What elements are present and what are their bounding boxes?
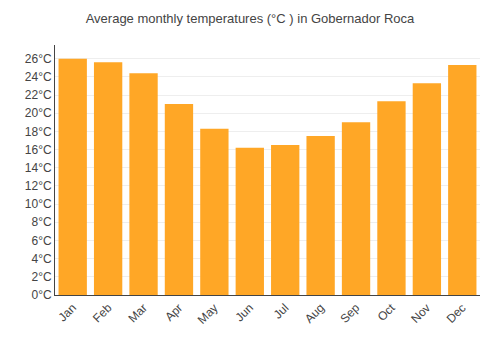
svg-text:10°C: 10°C: [25, 197, 52, 211]
svg-text:Apr: Apr: [162, 301, 185, 324]
svg-text:Oct: Oct: [375, 300, 399, 324]
svg-text:4°C: 4°C: [31, 252, 51, 266]
svg-text:Sep: Sep: [337, 301, 362, 326]
svg-text:Nov: Nov: [408, 301, 433, 326]
svg-text:Jul: Jul: [271, 301, 292, 322]
svg-text:6°C: 6°C: [31, 234, 51, 248]
svg-text:Average monthly temperatures (: Average monthly temperatures (°C ) in Go…: [86, 11, 415, 26]
svg-text:May: May: [195, 301, 221, 327]
svg-text:26°C: 26°C: [25, 52, 52, 66]
svg-text:0°C: 0°C: [31, 288, 51, 302]
svg-text:18°C: 18°C: [25, 125, 52, 139]
svg-text:Feb: Feb: [90, 301, 115, 326]
svg-text:20°C: 20°C: [25, 106, 52, 120]
svg-text:Mar: Mar: [125, 301, 150, 326]
svg-text:22°C: 22°C: [25, 88, 52, 102]
svg-text:Aug: Aug: [302, 301, 327, 326]
svg-text:12°C: 12°C: [25, 179, 52, 193]
svg-text:Jun: Jun: [233, 301, 257, 325]
svg-text:14°C: 14°C: [25, 161, 52, 175]
svg-text:16°C: 16°C: [25, 143, 52, 157]
svg-text:Jan: Jan: [55, 301, 79, 325]
svg-text:24°C: 24°C: [25, 70, 52, 84]
svg-text:Dec: Dec: [444, 301, 469, 326]
svg-text:2°C: 2°C: [31, 270, 51, 284]
svg-text:8°C: 8°C: [31, 215, 51, 229]
